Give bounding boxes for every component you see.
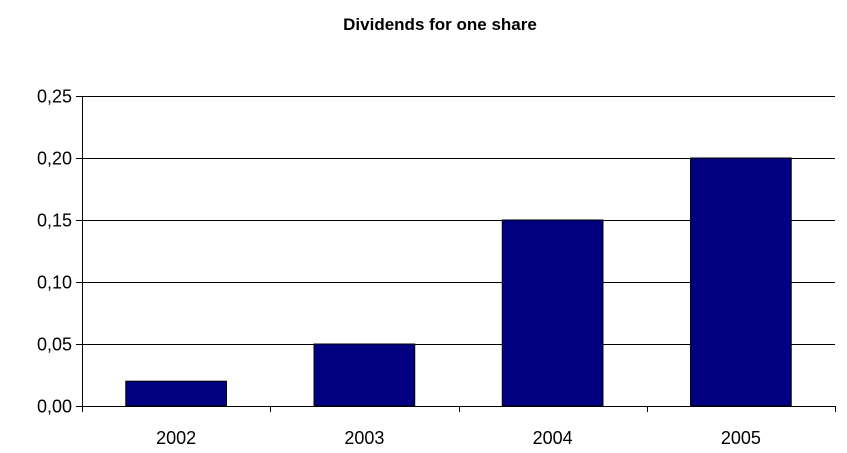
y-tick-label: 0,05: [37, 335, 72, 355]
y-tick-label: 0,20: [37, 149, 72, 169]
axes: [76, 96, 836, 412]
chart-title: Dividends for one share: [343, 15, 537, 34]
x-axis-tick-labels: 2002 2003 2004 2005: [156, 428, 761, 448]
bar-2004: [501, 219, 604, 407]
x-tick-label: 2002: [156, 428, 196, 448]
y-tick-label: 0,10: [37, 273, 72, 293]
bar-2005: [690, 157, 792, 407]
bars: [125, 157, 792, 407]
bar-2002: [125, 380, 227, 407]
y-tick-label: 0,25: [37, 87, 72, 107]
y-tick-label: 0,00: [37, 397, 72, 417]
x-tick-label: 2003: [344, 428, 384, 448]
x-tick-label: 2004: [533, 428, 573, 448]
y-tick-label: 0,15: [37, 211, 72, 231]
x-tick-label: 2005: [721, 428, 761, 448]
y-axis-tick-labels: 0,00 0,05 0,10 0,15 0,20 0,25: [37, 87, 72, 417]
bar-2003: [313, 343, 416, 407]
